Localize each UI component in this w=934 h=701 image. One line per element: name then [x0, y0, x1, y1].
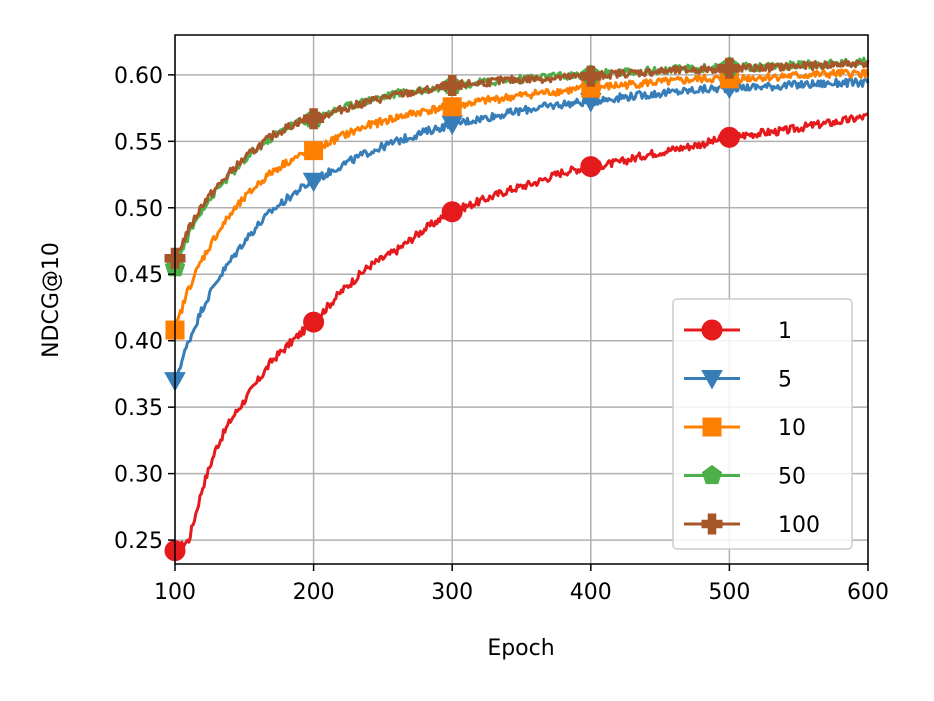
data-point-marker [718, 126, 740, 148]
legend-label: 50 [778, 465, 806, 490]
x-tick-label: 500 [708, 580, 750, 605]
legend-label: 5 [778, 368, 792, 393]
y-tick-label: 0.45 [114, 263, 163, 288]
legend-label: 1 [778, 319, 792, 344]
data-point-marker [441, 75, 463, 97]
legend-marker [701, 464, 723, 485]
data-point-marker [718, 57, 740, 79]
axis-ticks: 100 200 300 400 500 600 0.25 0.30 0.35 0.40 0.45 0.… [114, 64, 889, 605]
series-1 [164, 112, 869, 562]
plot-frame [174, 34, 869, 565]
legend-marker [701, 513, 723, 535]
legend-label: 100 [778, 513, 820, 538]
data-point-marker [302, 172, 325, 193]
data-point-marker [580, 156, 602, 178]
series-10 [165, 68, 870, 340]
data-point-marker [304, 141, 324, 161]
legend-entry: 50 [684, 465, 806, 490]
legend-marker [701, 319, 723, 341]
x-tick-label: 100 [154, 580, 196, 605]
x-tick-label: 400 [570, 580, 612, 605]
y-tick-label: 0.55 [114, 130, 163, 155]
series-line [173, 59, 870, 259]
y-tick-label: 0.30 [114, 463, 163, 488]
series-line [173, 56, 869, 268]
legend-entry: 10 [684, 416, 806, 441]
x-axis-label: Epoch [487, 636, 554, 661]
legend-entry: 100 [684, 513, 820, 538]
y-tick-label: 0.25 [114, 529, 163, 554]
data-point-marker [441, 201, 463, 223]
y-axis-label: NDCG@10 [39, 242, 64, 358]
legend-label: 10 [778, 416, 806, 441]
data-point-marker [442, 97, 462, 117]
y-tick-label: 0.35 [114, 396, 163, 421]
data-point-marker [303, 311, 325, 333]
legend-entry: 5 [684, 368, 792, 393]
x-tick-label: 300 [431, 580, 473, 605]
y-tick-label: 0.60 [114, 64, 163, 89]
x-tick-label: 600 [847, 580, 889, 605]
legend: 1 5 10 50 100 [672, 298, 853, 550]
x-tick-label: 200 [293, 580, 335, 605]
y-tick-label: 0.40 [114, 330, 163, 355]
series-lines [164, 56, 870, 562]
legend-marker [701, 370, 723, 390]
series-line [173, 68, 870, 331]
series-line [173, 77, 870, 381]
y-tick-label: 0.50 [114, 197, 163, 222]
data-point-marker [580, 65, 602, 87]
legend-entry: 1 [684, 319, 792, 344]
legend-marker [702, 417, 722, 437]
legend-box [672, 298, 853, 550]
series-line [173, 112, 869, 553]
data-point-marker [303, 108, 325, 130]
